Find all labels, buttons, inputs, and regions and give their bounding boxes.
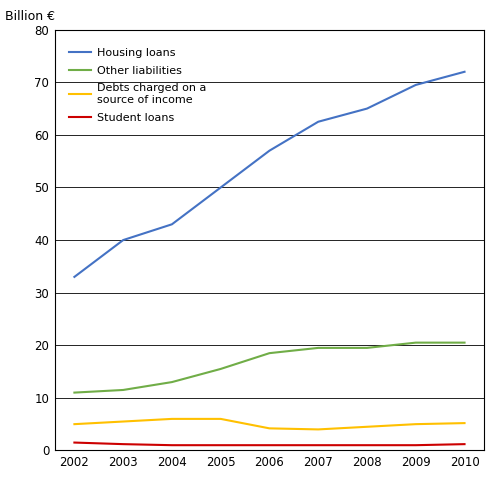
Housing loans: [169, 221, 175, 227]
Other liabilities: [266, 350, 272, 356]
Other liabilities: [169, 379, 175, 385]
Student loans: [120, 441, 126, 447]
Student loans: [413, 442, 419, 448]
Debts charged on a
source of income: [71, 421, 77, 427]
Line: Other liabilities: Other liabilities: [74, 343, 465, 393]
Debts charged on a
source of income: [413, 421, 419, 427]
Student loans: [169, 442, 175, 448]
Legend: Housing loans, Other liabilities, Debts charged on a
source of income, Student l: Housing loans, Other liabilities, Debts …: [69, 48, 206, 123]
Housing loans: [364, 105, 370, 111]
Student loans: [71, 440, 77, 446]
Student loans: [266, 442, 272, 448]
Housing loans: [71, 274, 77, 280]
Other liabilities: [71, 390, 77, 396]
Debts charged on a
source of income: [169, 416, 175, 422]
Student loans: [462, 441, 468, 447]
Housing loans: [462, 69, 468, 75]
Housing loans: [413, 82, 419, 88]
Other liabilities: [462, 340, 468, 346]
Debts charged on a
source of income: [315, 427, 321, 433]
Line: Student loans: Student loans: [74, 443, 465, 445]
Debts charged on a
source of income: [218, 416, 224, 422]
Line: Debts charged on a
source of income: Debts charged on a source of income: [74, 419, 465, 430]
Debts charged on a
source of income: [462, 420, 468, 426]
Line: Housing loans: Housing loans: [74, 72, 465, 277]
Housing loans: [266, 148, 272, 153]
Student loans: [364, 442, 370, 448]
Student loans: [218, 442, 224, 448]
Debts charged on a
source of income: [120, 419, 126, 425]
Debts charged on a
source of income: [364, 424, 370, 430]
Text: Billion €: Billion €: [5, 10, 55, 23]
Housing loans: [315, 119, 321, 125]
Debts charged on a
source of income: [266, 425, 272, 431]
Other liabilities: [364, 345, 370, 351]
Other liabilities: [218, 366, 224, 372]
Student loans: [315, 442, 321, 448]
Housing loans: [120, 237, 126, 243]
Other liabilities: [315, 345, 321, 351]
Housing loans: [218, 185, 224, 191]
Other liabilities: [120, 387, 126, 393]
Other liabilities: [413, 340, 419, 346]
